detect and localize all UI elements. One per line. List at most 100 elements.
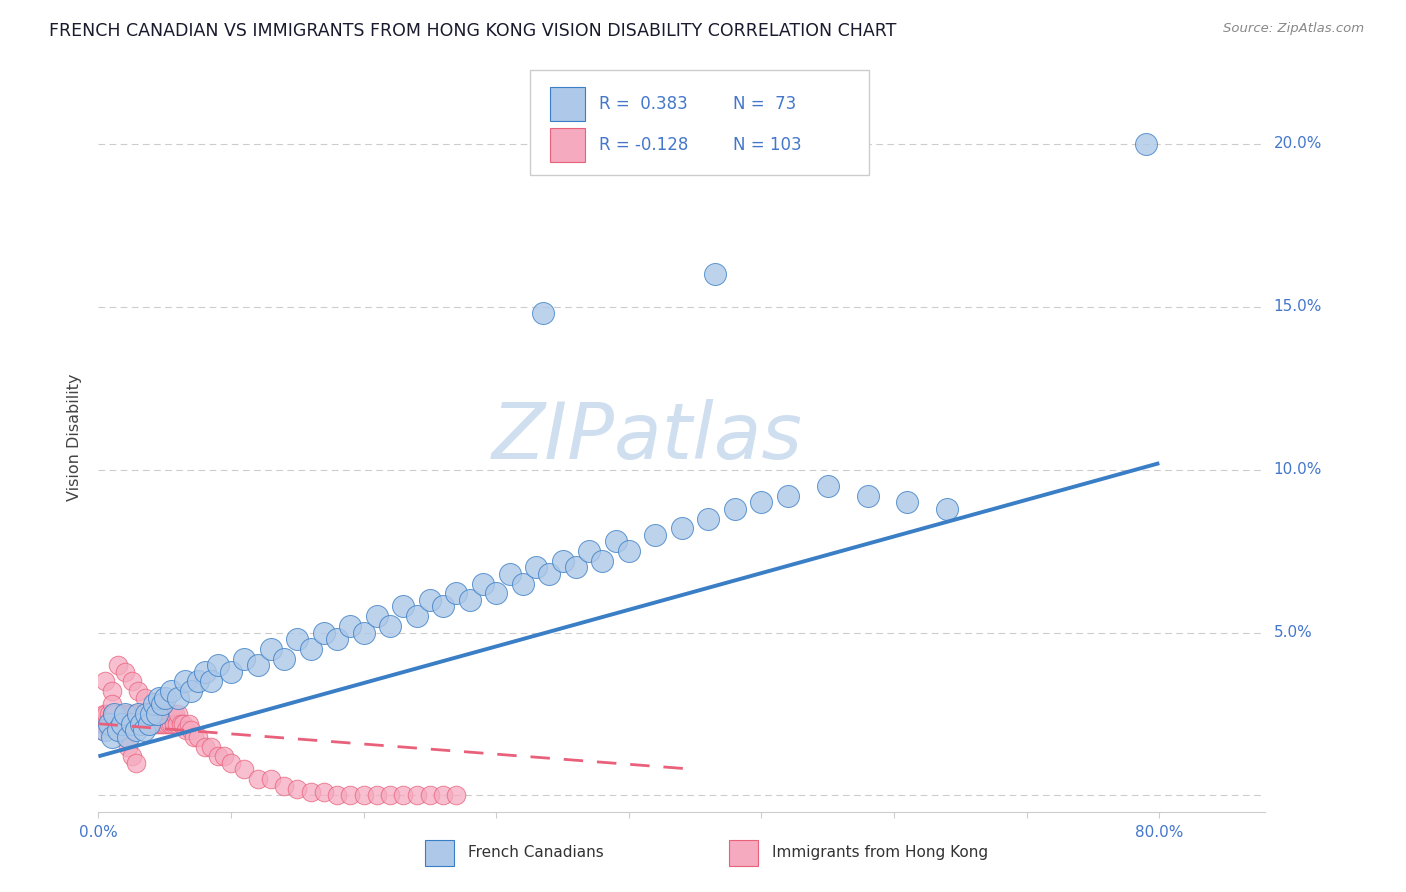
Point xyxy=(273,651,295,665)
Point xyxy=(94,716,117,731)
Point xyxy=(90,723,112,738)
Point xyxy=(103,706,125,721)
Point xyxy=(127,706,149,721)
Point xyxy=(156,706,179,721)
Point xyxy=(392,789,415,803)
Point xyxy=(101,716,124,731)
Point xyxy=(160,716,183,731)
Point xyxy=(97,716,120,731)
Point xyxy=(246,772,269,786)
Point xyxy=(107,716,129,731)
Point xyxy=(617,544,640,558)
Point xyxy=(163,716,186,731)
FancyBboxPatch shape xyxy=(550,87,585,120)
Point xyxy=(380,789,402,803)
Point xyxy=(353,625,375,640)
Text: 0.0%: 0.0% xyxy=(79,825,118,840)
Point xyxy=(671,521,693,535)
Point xyxy=(138,716,160,731)
Point xyxy=(112,716,135,731)
Point xyxy=(936,501,959,516)
Point xyxy=(111,706,134,721)
Point xyxy=(166,716,188,731)
Point xyxy=(776,489,799,503)
Point xyxy=(326,632,349,646)
Point xyxy=(153,690,176,705)
Point xyxy=(193,739,215,754)
Point xyxy=(419,593,441,607)
Point xyxy=(146,706,169,721)
Point xyxy=(177,716,200,731)
Point xyxy=(155,716,177,731)
Point xyxy=(246,658,269,673)
Point xyxy=(134,716,156,731)
Point xyxy=(167,690,190,705)
Point xyxy=(326,789,349,803)
Text: N =  73: N = 73 xyxy=(734,95,797,112)
Point xyxy=(121,749,143,764)
Point xyxy=(104,716,127,731)
Point xyxy=(114,706,136,721)
Point xyxy=(498,566,520,581)
Point xyxy=(591,554,613,568)
Point xyxy=(405,609,427,624)
Text: R =  0.383: R = 0.383 xyxy=(599,95,688,112)
Point xyxy=(98,706,121,721)
FancyBboxPatch shape xyxy=(728,840,758,866)
Text: 15.0%: 15.0% xyxy=(1274,300,1322,314)
Point xyxy=(551,554,574,568)
Text: 80.0%: 80.0% xyxy=(1135,825,1184,840)
Point xyxy=(111,723,134,738)
Point xyxy=(138,706,160,721)
Point xyxy=(183,730,205,744)
Point xyxy=(150,697,173,711)
Point xyxy=(146,716,169,731)
Point xyxy=(135,706,157,721)
Point xyxy=(145,716,167,731)
Point xyxy=(856,489,879,503)
Point xyxy=(339,619,361,633)
Point xyxy=(149,716,172,731)
Point xyxy=(157,716,180,731)
Point xyxy=(152,716,174,731)
Point xyxy=(432,789,454,803)
Point xyxy=(107,723,129,738)
Point xyxy=(125,716,148,731)
Point xyxy=(458,593,481,607)
Point xyxy=(219,756,242,770)
Point xyxy=(150,706,173,721)
Point xyxy=(143,697,166,711)
FancyBboxPatch shape xyxy=(530,70,869,175)
Point xyxy=(136,716,159,731)
Point xyxy=(121,716,143,731)
Text: R = -0.128: R = -0.128 xyxy=(599,136,689,153)
Point xyxy=(180,684,202,698)
Point xyxy=(148,706,170,721)
Point xyxy=(260,772,283,786)
Point xyxy=(100,730,122,744)
Point xyxy=(110,716,132,731)
Point xyxy=(114,706,136,721)
Point xyxy=(103,706,125,721)
Text: French Canadians: French Canadians xyxy=(468,846,605,861)
Point xyxy=(339,789,361,803)
Point xyxy=(124,706,146,721)
Point xyxy=(127,706,149,721)
Point xyxy=(817,479,839,493)
Point xyxy=(366,609,388,624)
Point xyxy=(100,684,122,698)
Point xyxy=(538,566,561,581)
Point xyxy=(96,706,118,721)
Point xyxy=(1135,136,1157,151)
Point xyxy=(160,684,183,698)
Point xyxy=(91,716,114,731)
Point xyxy=(141,706,163,721)
Point xyxy=(111,716,134,731)
Point xyxy=(187,674,209,689)
Point xyxy=(120,706,142,721)
Point xyxy=(193,665,215,679)
Point xyxy=(108,706,131,721)
Point xyxy=(165,706,187,721)
Point xyxy=(512,576,534,591)
Point xyxy=(162,706,184,721)
